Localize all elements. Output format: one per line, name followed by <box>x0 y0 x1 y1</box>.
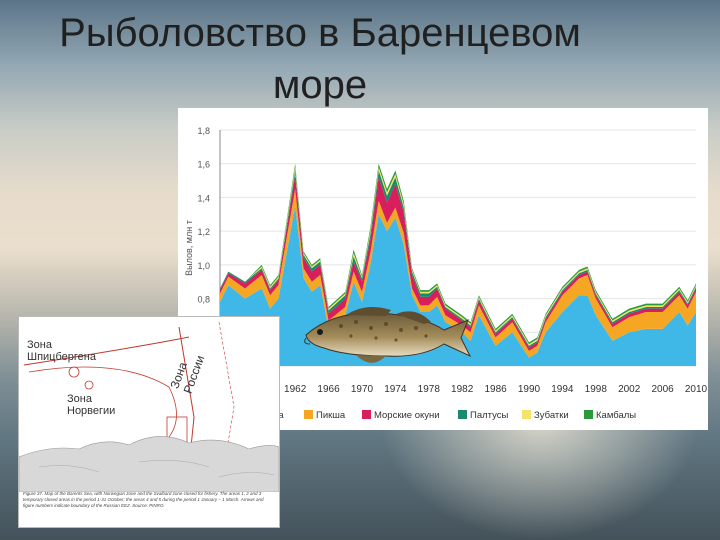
x-tick-label: 1970 <box>351 384 374 395</box>
cod-fish-illustration <box>304 306 472 363</box>
x-tick-label: 1978 <box>418 384 441 395</box>
coastline-land <box>18 436 280 493</box>
norway-boundary-line <box>28 366 177 438</box>
x-tick-label: 1998 <box>585 384 608 395</box>
x-tick-label: 2010 <box>685 384 708 395</box>
legend-label: Палтусы <box>470 410 509 421</box>
zones-map-panel: Зона Шпицбергена Зона Норвегии Figure 37… <box>18 316 280 528</box>
legend-swatch <box>362 410 371 419</box>
y-tick-label: 1,0 <box>197 261 210 271</box>
x-tick-label: 2002 <box>618 384 641 395</box>
slide-title-line2: море <box>272 63 368 107</box>
x-tick-label: 1974 <box>384 384 407 395</box>
y-tick-label: 0,8 <box>197 295 210 305</box>
closed-area-1 <box>68 366 80 378</box>
area-series-2 <box>220 175 696 351</box>
y-tick-label: 1,4 <box>197 193 210 203</box>
label-norway-zone: Зона Норвегии <box>67 393 116 417</box>
x-tick-label: 1962 <box>284 384 307 395</box>
spitsbergen-boundary-line <box>23 336 190 366</box>
area-series-3 <box>220 170 696 348</box>
slide-title-line1: Рыболовство в Баренцевом <box>59 11 581 55</box>
legend-label: Морские окуни <box>374 410 440 421</box>
legend-label: Зубатки <box>534 410 569 421</box>
y-tick-label: 1,8 <box>197 126 210 136</box>
area-series-1 <box>220 189 696 358</box>
closed-area-2 <box>84 380 94 390</box>
legend-swatch <box>584 410 593 419</box>
area-series-5 <box>220 163 696 345</box>
zones-map <box>18 317 280 493</box>
x-tick-label: 1986 <box>484 384 507 395</box>
x-tick-label: 1966 <box>317 384 340 395</box>
map-caption: Figure 37. Map of the Barents Sea, with … <box>23 491 264 508</box>
legend-label: Пикша <box>316 410 346 421</box>
x-tick-label: 1990 <box>518 384 541 395</box>
legend-label: Камбалы <box>596 410 636 421</box>
label-spitsbergen-zone: Зона Шпицбергена <box>27 339 96 363</box>
y-tick-label: 1,2 <box>197 227 210 237</box>
y-axis-label: Вылов, млн т <box>184 220 194 276</box>
legend-swatch <box>304 410 313 419</box>
legend-swatch <box>458 410 467 419</box>
x-tick-label: 2006 <box>651 384 674 395</box>
land-texture <box>38 460 275 478</box>
x-tick-label: 1982 <box>451 384 474 395</box>
x-tick-label: 1994 <box>551 384 574 395</box>
y-tick-label: 1,6 <box>197 160 210 170</box>
legend-swatch <box>522 410 531 419</box>
